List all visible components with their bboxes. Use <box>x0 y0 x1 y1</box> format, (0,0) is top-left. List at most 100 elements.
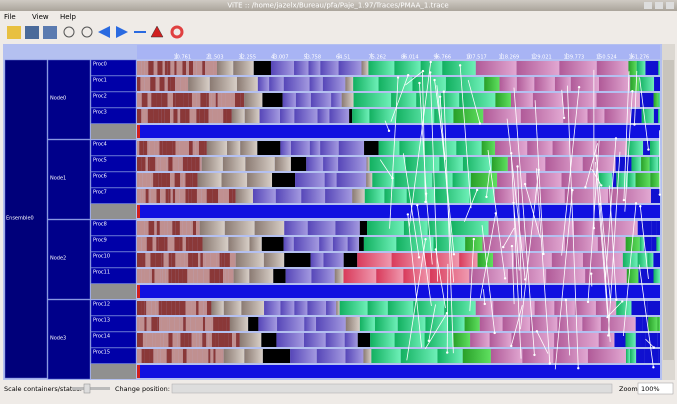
arrow-head <box>428 340 430 342</box>
scale-slider[interactable] <box>72 387 110 390</box>
state-lightgreen <box>465 317 480 331</box>
arrow-head <box>424 238 426 240</box>
state-striped <box>193 141 195 155</box>
state-striped <box>220 253 222 267</box>
state-striped <box>225 333 229 347</box>
state-striped <box>141 109 144 123</box>
state-purple <box>323 253 343 267</box>
state-green <box>404 221 428 235</box>
state-black <box>284 253 310 267</box>
close-button[interactable] <box>666 2 674 9</box>
state-tan <box>200 221 225 235</box>
scale-slider-handle[interactable] <box>84 384 90 393</box>
export-button[interactable] <box>43 26 57 39</box>
state-tan <box>264 253 284 267</box>
state-purple <box>348 237 359 251</box>
state-striped <box>192 253 198 267</box>
arrow-head <box>493 332 495 334</box>
menu-item[interactable]: View <box>32 13 49 21</box>
state-purple <box>304 333 326 347</box>
state-striped <box>142 237 147 251</box>
state-green <box>360 317 375 331</box>
state-striped <box>205 61 208 75</box>
state-striped <box>170 61 174 75</box>
state-tail <box>628 61 636 75</box>
minimize-button[interactable] <box>644 2 652 9</box>
state-striped <box>148 109 154 123</box>
state-striped <box>157 61 162 75</box>
close-trace-button[interactable] <box>25 26 39 39</box>
state-striped <box>170 109 173 123</box>
state-purple <box>286 269 312 283</box>
state-striped <box>137 333 143 347</box>
state-green <box>364 237 396 251</box>
state-striped <box>155 157 157 171</box>
arrow-head <box>418 82 420 84</box>
state-striped <box>168 237 172 251</box>
state-striped <box>152 141 155 155</box>
state-green <box>354 93 392 107</box>
node-state-start <box>137 125 140 138</box>
arrow-head <box>485 196 487 198</box>
state-striped <box>172 349 175 363</box>
state-purple <box>291 141 310 155</box>
state-striped <box>149 221 155 235</box>
arrow-head <box>476 189 478 191</box>
state-green <box>365 189 385 203</box>
state-striped <box>156 333 160 347</box>
state-striped <box>186 301 192 315</box>
node-label: Node3 <box>50 336 66 342</box>
state-purple <box>345 349 363 363</box>
state-striped <box>182 237 185 251</box>
maximize-button[interactable] <box>655 2 663 9</box>
state-striped <box>140 189 142 203</box>
state-tail <box>636 333 641 347</box>
position-scrollbar[interactable] <box>172 384 612 393</box>
arrow-head <box>407 74 409 76</box>
state-tan <box>275 157 291 171</box>
state-dark <box>346 317 360 331</box>
state-striped <box>157 349 161 363</box>
state-pink <box>597 93 640 107</box>
state-purple <box>311 93 331 107</box>
arrow-head <box>524 278 526 280</box>
state-tail <box>625 333 635 347</box>
arrow-head <box>429 71 431 73</box>
state-striped <box>180 189 186 203</box>
state-tail <box>648 317 657 331</box>
state-green <box>442 61 476 75</box>
state-striped <box>147 141 149 155</box>
state-purple <box>253 189 276 203</box>
state-striped <box>150 253 155 267</box>
state-striped <box>189 61 193 75</box>
state-striped <box>165 61 168 75</box>
state-striped <box>168 93 173 107</box>
state-pink <box>517 77 534 91</box>
state-black <box>254 61 271 75</box>
state-striped <box>137 173 140 187</box>
open-button[interactable] <box>7 26 21 39</box>
state-tail <box>647 253 653 267</box>
state-striped <box>184 253 188 267</box>
state-striped <box>139 141 143 155</box>
state-purple <box>284 221 307 235</box>
state-striped <box>230 253 236 267</box>
state-tail <box>626 349 630 363</box>
state-striped <box>148 61 154 75</box>
state-purple <box>323 77 345 91</box>
state-pink <box>535 301 555 315</box>
state-green <box>370 333 394 347</box>
state-purple <box>258 77 269 91</box>
state-striped <box>139 221 144 235</box>
menu-item[interactable]: File <box>4 13 16 21</box>
state-pink <box>526 173 561 187</box>
state-striped <box>137 141 139 155</box>
scroll-thumb[interactable] <box>663 60 674 360</box>
ruler-label: 86.014 <box>401 55 419 61</box>
state-striped <box>174 61 176 75</box>
state-green <box>391 93 416 107</box>
state-tail <box>658 109 660 123</box>
menu-item[interactable]: Help <box>60 13 77 21</box>
proc-label: Proc8 <box>93 222 107 228</box>
